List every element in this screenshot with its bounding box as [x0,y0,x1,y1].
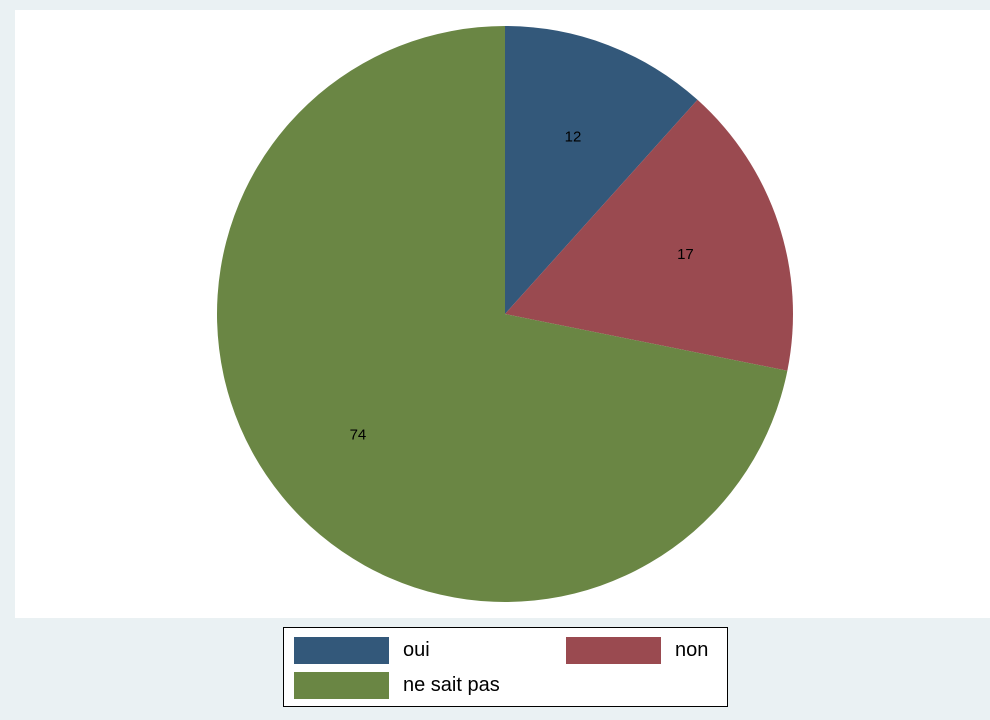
legend-label-non: non [675,638,709,661]
legend-swatch-ne-sait-pas [294,671,389,699]
legend: oui non ne sait pas [283,627,728,707]
slice-value-label-non: 17 [677,246,694,263]
slice-value-label-ne-sait-pas: 74 [350,426,367,443]
legend-item-non: non [566,635,708,665]
pie-slice-oui [505,26,698,314]
pie-slice-ne-sait-pas [217,26,788,602]
legend-item-ne-sait-pas: ne sait pas [294,670,500,700]
legend-item-oui: oui [294,635,430,665]
pie-slice-non [505,99,793,371]
legend-label-oui: oui [403,638,430,661]
slice-value-label-oui: 12 [565,129,582,146]
pie-chart: 12 17 74 [217,26,793,602]
legend-swatch-non [566,636,661,664]
legend-swatch-oui [294,636,389,664]
legend-label-ne-sait-pas: ne sait pas [403,673,500,696]
